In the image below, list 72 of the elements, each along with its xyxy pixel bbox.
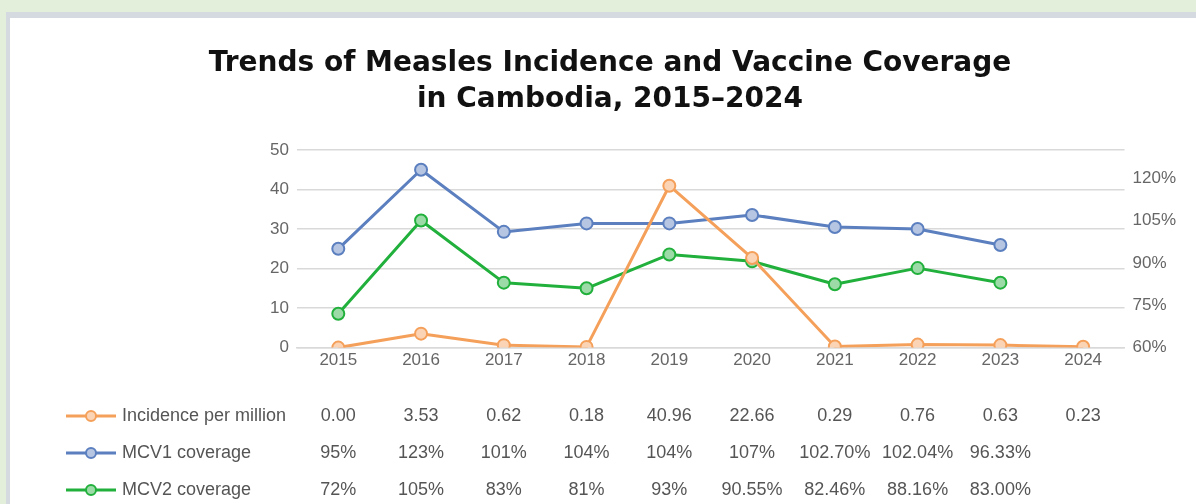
point: [993, 275, 1008, 290]
y2-tick-label: 120%: [1132, 167, 1176, 187]
chart-title: Trends of Measles Incidence and Vaccine Coverage in Cambodia, 2015–2024: [207, 44, 1013, 116]
x-tick-label: 2019: [650, 350, 689, 370]
data-label: 72%: [320, 478, 357, 499]
data-label: 0.23: [1065, 404, 1101, 425]
y-tick-label: 40: [269, 179, 289, 199]
point: [910, 221, 925, 236]
data-label: 96.33%: [969, 441, 1031, 462]
x-tick-label: 2015: [319, 350, 358, 370]
x-tick-label: 2016: [402, 350, 440, 370]
data-label: 88.16%: [887, 478, 949, 499]
y-tick-label: 0: [279, 337, 289, 357]
y2-tick-label: 105%: [1132, 210, 1176, 230]
point: [827, 220, 842, 235]
point: [662, 178, 677, 193]
data-label: 81%: [568, 478, 605, 499]
y-tick-label: 50: [269, 139, 289, 159]
point: [910, 261, 925, 276]
data-label: 22.66: [729, 404, 775, 425]
data-label: 0.18: [569, 404, 605, 425]
point: [993, 238, 1008, 253]
point: [496, 224, 511, 239]
point: [331, 306, 346, 321]
x-tick-label: 2024: [1064, 350, 1103, 370]
legend-label: MCV2 coverage: [122, 478, 252, 499]
x-tick-label: 2018: [567, 350, 606, 370]
data-label: 0.63: [982, 404, 1018, 425]
data-label: 123%: [398, 441, 445, 462]
point: [331, 241, 346, 256]
data-label: 82.46%: [804, 478, 866, 499]
data-label: 104%: [646, 441, 693, 462]
y-tick-label: 20: [269, 258, 289, 278]
y-tick-label: 30: [269, 218, 289, 238]
point: [827, 277, 842, 292]
point: [414, 162, 429, 177]
data-label: 83%: [485, 478, 522, 499]
data-label: 90.55%: [721, 478, 783, 499]
data-label: 0.29: [817, 404, 853, 425]
y2-tick-label: 60%: [1132, 337, 1167, 357]
point: [414, 213, 429, 228]
point: [910, 337, 925, 348]
legend-label: Incidence per million: [122, 404, 287, 425]
point: [496, 275, 511, 290]
data-label: 102.04%: [882, 441, 954, 462]
x-tick-label: 2021: [815, 350, 854, 370]
x-tick-label: 2023: [981, 350, 1020, 370]
data-label: 107%: [729, 441, 776, 462]
x-tick-label: 2022: [898, 350, 937, 370]
point: [579, 216, 594, 231]
data-label: 83.00%: [969, 478, 1031, 499]
data-label: 101%: [480, 441, 527, 462]
data-label: 3.53: [403, 404, 439, 425]
x-tick-label: 2017: [484, 350, 523, 370]
data-label: 104%: [563, 441, 610, 462]
point: [579, 281, 594, 296]
y2-tick-label: 90%: [1132, 252, 1167, 272]
data-label: 0.76: [900, 404, 936, 425]
legend-label: MCV1 coverage: [122, 441, 252, 462]
y-tick-label: 10: [269, 297, 289, 317]
data-label: 0.62: [486, 404, 522, 425]
point: [662, 216, 677, 231]
point: [662, 247, 677, 262]
data-label: 0.00: [320, 404, 356, 425]
data-label: 102.70%: [799, 441, 871, 462]
y2-tick-label: 75%: [1132, 294, 1167, 314]
x-tick-label: 2020: [733, 350, 772, 370]
point: [745, 207, 760, 222]
data-label: 40.96: [646, 404, 692, 425]
data-label: 95%: [320, 441, 357, 462]
data-label: 105%: [398, 478, 445, 499]
data-label: 93%: [651, 478, 688, 499]
